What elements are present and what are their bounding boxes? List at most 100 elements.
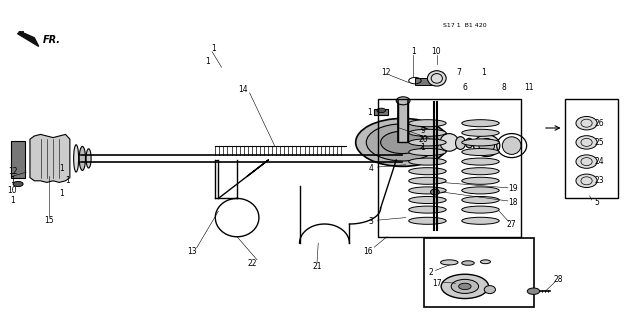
- Ellipse shape: [462, 148, 499, 156]
- Ellipse shape: [409, 168, 446, 175]
- Polygon shape: [17, 32, 39, 46]
- Text: 18: 18: [508, 198, 518, 207]
- Text: 1: 1: [59, 189, 64, 198]
- Text: 25: 25: [594, 138, 604, 147]
- Ellipse shape: [462, 120, 499, 127]
- Text: 1: 1: [205, 57, 210, 66]
- Ellipse shape: [462, 196, 499, 204]
- Bar: [565, 99, 618, 198]
- Ellipse shape: [409, 206, 446, 213]
- Ellipse shape: [466, 138, 473, 148]
- Text: 1: 1: [368, 108, 373, 117]
- Ellipse shape: [431, 189, 439, 195]
- Ellipse shape: [409, 139, 446, 146]
- Ellipse shape: [462, 261, 474, 265]
- Ellipse shape: [79, 147, 85, 171]
- Ellipse shape: [74, 145, 79, 172]
- Text: 26: 26: [594, 119, 604, 128]
- Text: 27: 27: [507, 220, 517, 229]
- Circle shape: [527, 288, 540, 294]
- Text: 1: 1: [59, 164, 64, 172]
- Ellipse shape: [396, 97, 410, 105]
- Ellipse shape: [441, 260, 458, 265]
- Text: 23: 23: [594, 176, 604, 185]
- Text: 10: 10: [7, 186, 17, 195]
- Ellipse shape: [409, 129, 446, 136]
- Text: 7: 7: [456, 68, 461, 76]
- Text: 5: 5: [594, 198, 599, 207]
- Ellipse shape: [409, 148, 446, 156]
- Text: 8: 8: [502, 83, 507, 92]
- Text: 15: 15: [44, 216, 54, 225]
- Ellipse shape: [576, 174, 597, 188]
- Bar: [374, 109, 388, 115]
- Text: 1: 1: [65, 176, 70, 185]
- Text: 24: 24: [594, 157, 604, 166]
- Text: S17 1  B1 420: S17 1 B1 420: [443, 23, 487, 28]
- Ellipse shape: [474, 135, 500, 156]
- Text: 16: 16: [363, 247, 373, 256]
- Ellipse shape: [456, 137, 466, 149]
- Ellipse shape: [502, 137, 521, 155]
- Ellipse shape: [576, 116, 597, 130]
- Text: 1: 1: [211, 44, 216, 53]
- Text: 22: 22: [248, 259, 258, 268]
- Text: 1: 1: [10, 176, 15, 185]
- Text: 10: 10: [431, 47, 441, 56]
- Ellipse shape: [462, 139, 499, 146]
- Polygon shape: [30, 134, 70, 182]
- Text: 4: 4: [369, 164, 374, 172]
- Bar: [11, 141, 25, 178]
- Circle shape: [441, 274, 489, 299]
- Text: 1: 1: [411, 47, 416, 56]
- Bar: [424, 238, 534, 307]
- Ellipse shape: [462, 177, 499, 184]
- Ellipse shape: [427, 71, 446, 86]
- Ellipse shape: [462, 217, 499, 224]
- Ellipse shape: [462, 206, 499, 213]
- Text: 28: 28: [553, 275, 563, 284]
- Circle shape: [377, 108, 386, 113]
- Circle shape: [459, 283, 471, 290]
- Circle shape: [356, 118, 449, 166]
- Ellipse shape: [462, 168, 499, 175]
- Ellipse shape: [484, 286, 495, 294]
- Ellipse shape: [576, 155, 597, 168]
- Text: 11: 11: [524, 83, 534, 92]
- Ellipse shape: [409, 217, 446, 224]
- Ellipse shape: [462, 187, 499, 194]
- Ellipse shape: [440, 134, 459, 151]
- Ellipse shape: [409, 158, 446, 165]
- Ellipse shape: [462, 158, 499, 165]
- Bar: [415, 78, 434, 85]
- Text: 17: 17: [432, 279, 442, 288]
- Bar: [398, 101, 408, 142]
- Ellipse shape: [576, 136, 597, 149]
- Text: 1: 1: [10, 196, 15, 204]
- Circle shape: [381, 131, 424, 154]
- Text: 6: 6: [462, 83, 467, 92]
- Text: 3: 3: [369, 217, 374, 226]
- Circle shape: [13, 181, 23, 187]
- Text: 12: 12: [381, 68, 391, 76]
- Bar: [378, 99, 521, 237]
- Text: 21: 21: [312, 262, 322, 271]
- Ellipse shape: [480, 260, 490, 264]
- Text: 13: 13: [187, 247, 197, 256]
- Text: 2: 2: [428, 268, 433, 277]
- Ellipse shape: [409, 120, 446, 127]
- Text: 20: 20: [418, 135, 428, 144]
- Ellipse shape: [409, 196, 446, 204]
- Text: 14: 14: [238, 85, 248, 94]
- Text: 1: 1: [421, 143, 426, 152]
- Text: 1: 1: [481, 68, 486, 76]
- Ellipse shape: [462, 129, 499, 136]
- Circle shape: [451, 279, 479, 293]
- Text: FR.: FR.: [42, 35, 61, 45]
- Ellipse shape: [409, 187, 446, 194]
- Ellipse shape: [479, 139, 494, 153]
- Text: 9: 9: [421, 126, 426, 135]
- Text: 12: 12: [7, 167, 17, 176]
- Text: 19: 19: [508, 184, 518, 193]
- Circle shape: [366, 124, 439, 161]
